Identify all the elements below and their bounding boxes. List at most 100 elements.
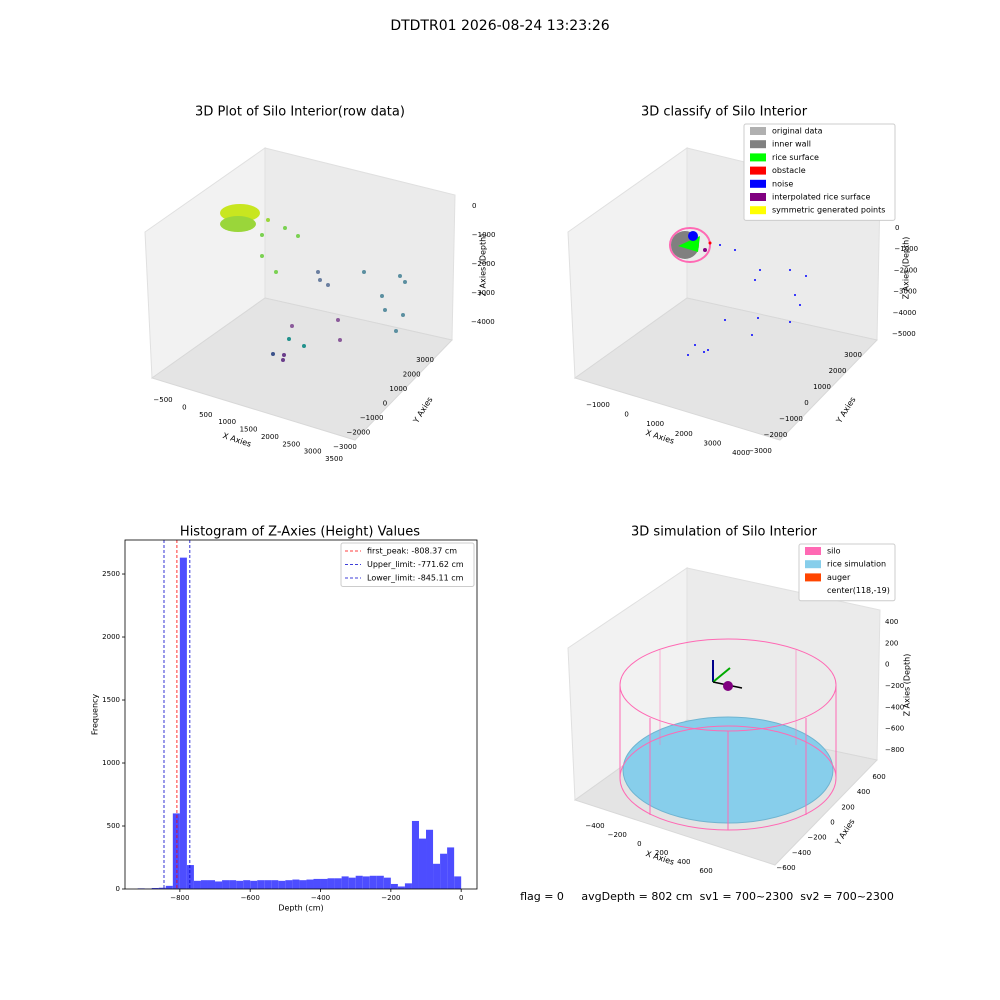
y-tick-label: 0 bbox=[383, 400, 387, 408]
y-tick-label: 1000 bbox=[389, 385, 407, 393]
bar bbox=[447, 847, 455, 889]
z-tick-label: −4000 bbox=[471, 318, 495, 326]
y-tick-label: 1000 bbox=[102, 759, 120, 767]
axis-label: Z Axies (Depth) bbox=[903, 654, 912, 717]
x-tick-label: −800 bbox=[170, 894, 189, 902]
y-tick-label: −2000 bbox=[764, 431, 788, 439]
panel-1-points bbox=[220, 204, 407, 362]
bar bbox=[306, 879, 314, 889]
y-tick-label: −400 bbox=[792, 849, 811, 857]
legend-swatch bbox=[805, 560, 821, 569]
legend-swatch bbox=[805, 547, 821, 555]
z-tick-label: −600 bbox=[885, 725, 904, 733]
legend-label: obstacle bbox=[772, 166, 806, 175]
bar bbox=[348, 877, 356, 889]
bar bbox=[207, 880, 216, 889]
z-tick-label: −400 bbox=[885, 703, 904, 711]
bar bbox=[376, 875, 384, 889]
bar bbox=[186, 865, 194, 889]
legend-label: rice simulation bbox=[827, 560, 886, 569]
legend-swatch bbox=[750, 193, 766, 201]
legend-swatch bbox=[750, 206, 766, 215]
x-tick-label: 500 bbox=[199, 411, 212, 419]
z-tick-label: −800 bbox=[885, 746, 904, 754]
x-tick-label: 1000 bbox=[218, 418, 236, 426]
bar bbox=[151, 887, 159, 889]
chart-title: Histogram of Z-Axies (Height) Values bbox=[180, 525, 420, 540]
x-tick-label: −1000 bbox=[586, 401, 610, 409]
y-tick-label: 500 bbox=[107, 822, 120, 830]
x-tick-label: 1500 bbox=[240, 426, 258, 434]
y-tick-label: −600 bbox=[776, 864, 795, 872]
x-tick-label: 200 bbox=[655, 849, 668, 857]
bar bbox=[299, 880, 307, 889]
x-tick-label: 3500 bbox=[325, 455, 343, 463]
bar bbox=[271, 880, 279, 889]
z-tick-label: 0 bbox=[472, 202, 476, 210]
z-tick-label: −1000 bbox=[894, 245, 918, 253]
x-tick-label: −400 bbox=[585, 822, 604, 830]
x-tick-label: 400 bbox=[677, 858, 690, 866]
y-tick-label: 200 bbox=[841, 803, 854, 811]
legend-box bbox=[743, 123, 896, 221]
z-tick-label: −2000 bbox=[894, 266, 918, 274]
y-tick-label: 0 bbox=[830, 819, 834, 827]
x-tick-label: 4000 bbox=[732, 449, 750, 457]
bar bbox=[222, 880, 230, 889]
silo-wireframe bbox=[619, 638, 837, 831]
legend-label: original data bbox=[772, 127, 823, 136]
y-tick-label: 3000 bbox=[844, 351, 862, 359]
x-tick-label: 600 bbox=[699, 867, 712, 875]
bar bbox=[390, 883, 398, 889]
x-tick-label: −600 bbox=[241, 894, 260, 902]
z-tick-label: −5000 bbox=[892, 330, 916, 338]
y-tick-label: −1000 bbox=[779, 415, 803, 423]
legend-swatch bbox=[750, 166, 766, 175]
bar bbox=[264, 880, 272, 889]
legend-box bbox=[798, 543, 896, 602]
legend-label: auger bbox=[827, 573, 851, 582]
axis-label: Z Axies (Depth) bbox=[479, 234, 488, 297]
chart-title: 3D simulation of Silo Interior bbox=[631, 525, 818, 540]
bar bbox=[404, 883, 412, 889]
bar bbox=[334, 878, 342, 889]
bar bbox=[433, 863, 441, 889]
x-axis-label: Depth (cm) bbox=[278, 904, 323, 913]
bar bbox=[369, 875, 377, 889]
legend-label: rice surface bbox=[772, 153, 819, 162]
bar bbox=[243, 880, 251, 889]
legend-swatch bbox=[750, 127, 766, 135]
y-tick-label: 2000 bbox=[102, 633, 120, 641]
z-tick-label: −3000 bbox=[471, 289, 495, 297]
bar bbox=[278, 880, 286, 889]
chart-title: 3D Plot of Silo Interior(row data) bbox=[195, 105, 405, 120]
y-tick-label: −1000 bbox=[360, 414, 384, 422]
bar bbox=[179, 557, 187, 889]
x-tick-label: −400 bbox=[311, 894, 330, 902]
bar bbox=[426, 829, 434, 889]
x-tick-label: −200 bbox=[381, 894, 400, 902]
legend-swatch bbox=[750, 179, 766, 188]
legend-label: Lower_limit: -845.11 cm bbox=[367, 574, 464, 583]
z-tick-label: −200 bbox=[885, 682, 904, 690]
panel-2-points bbox=[669, 227, 807, 356]
y-tick-label: 600 bbox=[872, 773, 885, 781]
z-tick-label: −2000 bbox=[472, 260, 496, 268]
x-tick-label: 1000 bbox=[646, 420, 664, 428]
bar bbox=[327, 878, 335, 889]
legend-box bbox=[340, 542, 475, 587]
y-tick-label: 0 bbox=[804, 399, 808, 407]
legend-label: center(118,-19) bbox=[827, 586, 890, 595]
plot-frame bbox=[124, 539, 478, 890]
z-tick-label: 0 bbox=[895, 224, 899, 232]
x-tick-label: 3000 bbox=[703, 439, 721, 447]
bar bbox=[158, 887, 166, 889]
y-tick-label: 400 bbox=[857, 788, 870, 796]
bar bbox=[320, 878, 328, 889]
y-tick-label: 0 bbox=[116, 885, 120, 893]
axis-label: Z Axies (Depth) bbox=[902, 237, 911, 300]
z-tick-label: 400 bbox=[885, 618, 898, 626]
y-tick-label: −200 bbox=[807, 834, 826, 842]
y-tick-label: 2000 bbox=[403, 371, 421, 379]
